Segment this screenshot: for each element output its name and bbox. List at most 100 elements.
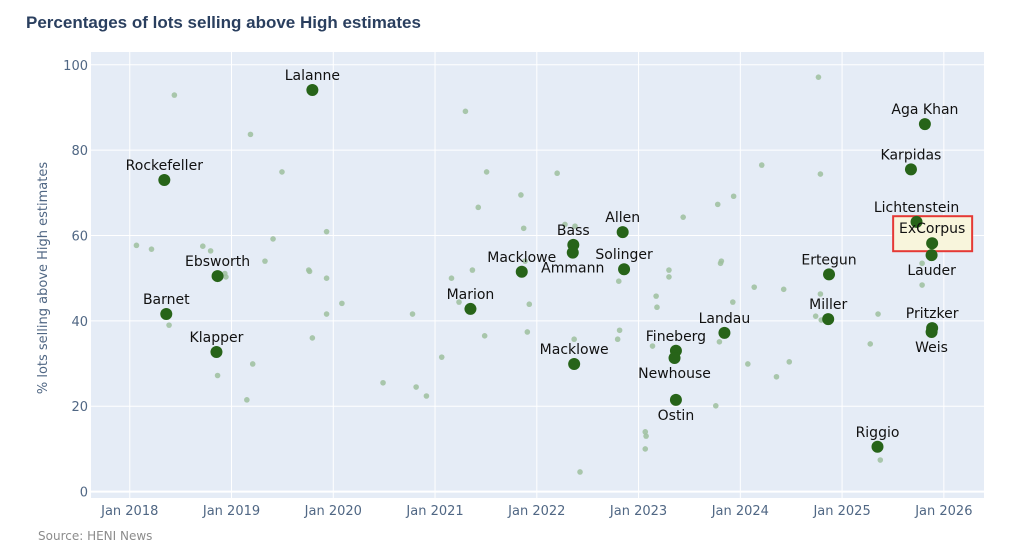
other-sale-point — [244, 397, 250, 403]
other-sale-point — [323, 311, 330, 317]
highlighted-sale-point — [910, 215, 923, 228]
highlighted-sale-point — [668, 352, 681, 365]
other-sale-point — [730, 299, 736, 305]
point-label: Allen — [605, 210, 640, 226]
point-label: Lalanne — [285, 68, 340, 84]
other-sale-point — [812, 313, 819, 319]
other-sale-point — [306, 268, 313, 275]
other-sale-point — [666, 267, 672, 273]
x-tick-label: Jan 2025 — [812, 504, 870, 519]
other-sale-point — [773, 373, 780, 380]
x-tick-label: Jan 2020 — [304, 504, 362, 519]
other-sales-points — [133, 74, 925, 475]
highlighted-sale-point — [871, 440, 884, 453]
other-sale-point — [223, 274, 229, 280]
y-tick-label: 0 — [80, 486, 88, 501]
point-label: Newhouse — [638, 366, 711, 382]
other-sale-point — [483, 169, 490, 175]
other-sale-point — [716, 338, 723, 345]
other-sale-point — [786, 359, 793, 365]
other-sale-point — [339, 300, 345, 307]
other-sale-point — [919, 282, 925, 288]
highlighted-sales-points — [158, 83, 939, 453]
other-sale-point — [867, 341, 874, 347]
highlighted-sale-point — [568, 357, 581, 370]
point-label: Weis — [915, 340, 948, 356]
point-label: Ebsworth — [185, 254, 250, 270]
highlighted-sale-point — [925, 325, 938, 338]
other-sale-point — [469, 267, 476, 273]
highlighted-sale-point — [160, 308, 173, 321]
other-sale-point — [524, 329, 531, 335]
other-sale-point — [615, 278, 622, 284]
highlighted-sale-point — [210, 346, 223, 359]
point-label: Pritzker — [906, 306, 959, 322]
chart-title: Percentages of lots selling above High e… — [26, 13, 421, 32]
other-sale-point — [577, 469, 583, 475]
y-tick-label: 20 — [71, 400, 88, 415]
other-sale-point — [817, 291, 824, 297]
other-sale-point — [562, 221, 568, 228]
other-sale-point — [409, 311, 416, 317]
highlighted-sale-point — [718, 326, 731, 339]
highlighted-sale-point — [618, 263, 631, 276]
point-label: Macklowe — [540, 342, 609, 358]
other-sale-point — [270, 236, 276, 242]
other-sale-point — [680, 214, 686, 220]
other-sale-point — [309, 335, 316, 341]
other-sale-point — [572, 223, 578, 229]
other-sale-point — [413, 384, 419, 390]
highlighted-sale-point — [616, 226, 629, 239]
highlighted-sale-point — [566, 246, 579, 259]
other-sale-point — [730, 193, 737, 200]
point-label: Bass — [557, 223, 590, 239]
other-sale-point — [423, 393, 430, 399]
other-sale-point — [571, 336, 577, 343]
highlighted-sale-point — [926, 237, 939, 250]
other-sale-point — [207, 248, 214, 254]
source-note: Source: HENI News — [38, 529, 152, 543]
point-label: Barnet — [143, 292, 190, 308]
highlighted-sale-point — [925, 249, 938, 262]
other-sale-point — [642, 446, 649, 452]
other-sale-point — [642, 429, 649, 435]
plot-area — [91, 52, 984, 498]
highlighted-sale-point — [918, 118, 931, 131]
gridlines — [91, 52, 984, 498]
y-axis-ticks: 0 20 40 60 80 100 — [63, 59, 88, 501]
point-label: Karpidas — [881, 147, 942, 163]
other-sale-point — [171, 92, 178, 98]
other-sale-point — [714, 201, 721, 208]
point-label: Klapper — [190, 330, 244, 346]
other-sale-point — [877, 457, 884, 463]
y-axis-label: % lots selling above High estimates — [36, 162, 51, 394]
point-label: Solinger — [595, 247, 653, 263]
y-tick-label: 80 — [71, 144, 88, 159]
point-labels: Rockefeller Barnet Ebsworth Klapper Lalanne M… — [126, 68, 966, 441]
other-sale-point — [758, 162, 765, 168]
other-sale-point — [133, 242, 140, 249]
point-label: Lichtenstein — [874, 200, 959, 216]
x-tick-label: Jan 2026 — [914, 504, 972, 519]
highlighted-sale-point — [904, 163, 917, 176]
other-sale-point — [247, 131, 254, 138]
highlighted-sale-point — [823, 268, 836, 281]
point-label: ExCorpus — [899, 221, 965, 237]
y-tick-label: 60 — [71, 230, 88, 245]
point-label: Marion — [447, 287, 495, 303]
point-label: Macklowe — [487, 250, 556, 266]
other-sale-point — [780, 286, 787, 293]
other-sale-point — [666, 274, 672, 280]
other-sale-point — [199, 243, 206, 249]
other-sale-point — [518, 192, 524, 198]
other-sale-point — [751, 284, 758, 290]
other-sale-point — [919, 260, 925, 267]
other-sale-point — [166, 322, 172, 328]
other-sale-point — [262, 258, 268, 264]
x-tick-label: Jan 2022 — [507, 504, 565, 519]
other-sale-point — [522, 258, 528, 264]
other-sale-point — [614, 336, 621, 343]
other-sale-point — [323, 228, 330, 235]
highlighted-sale-point — [464, 302, 477, 315]
